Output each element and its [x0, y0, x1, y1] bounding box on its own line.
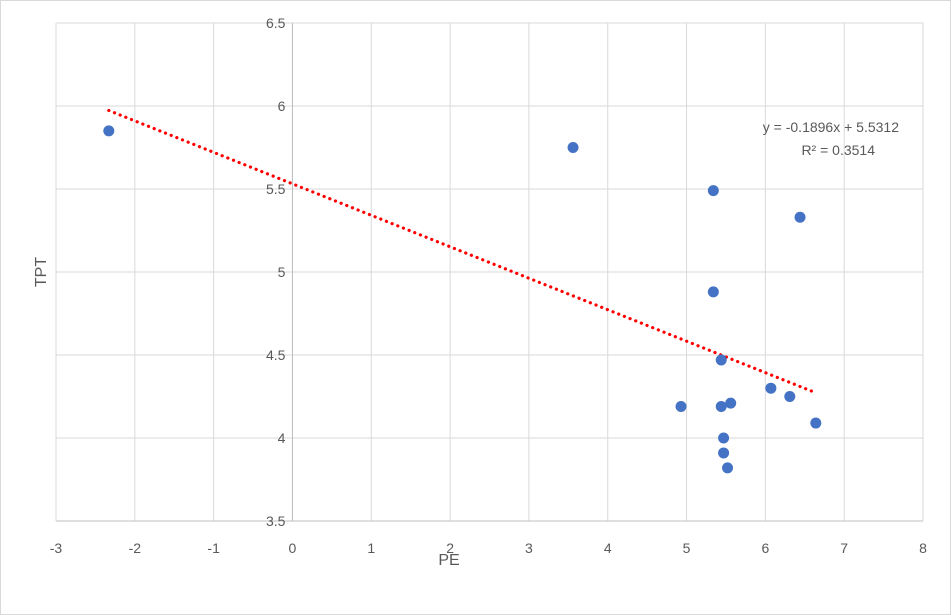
trendline-r-squared: R² = 0.3514	[801, 142, 875, 158]
tick-labels: -3 -2 -1 0 1 2 3 4 5 6 7 8 3.5 4 4.5 5 5.5 6 6.5	[50, 15, 927, 556]
y-tick-label: 6.5	[266, 15, 286, 31]
x-tick-label: 1	[367, 540, 375, 556]
data-point	[567, 142, 579, 153]
x-tick-label: -1	[207, 540, 220, 556]
x-tick-label: 6	[761, 540, 769, 556]
data-point	[103, 125, 115, 137]
trendline-equation: y = -0.1896x + 5.5312	[763, 119, 899, 135]
gridlines	[55, 22, 924, 522]
data-point	[707, 185, 719, 197]
trendline-layer	[107, 108, 818, 395]
x-tick-label: 5	[683, 540, 691, 556]
data-point	[675, 400, 687, 412]
y-tick-label: 4	[278, 430, 286, 446]
y-tick-label: 5.5	[266, 181, 286, 197]
x-tick-label: -2	[129, 540, 142, 556]
data-point	[725, 397, 737, 409]
x-tick-label: 3	[525, 540, 533, 556]
x-axis-title: PE	[438, 552, 459, 569]
data-point	[794, 211, 806, 223]
y-tick-label: 6	[278, 98, 286, 114]
trendline	[107, 108, 818, 395]
data-point	[784, 391, 796, 402]
x-tick-label: -3	[50, 540, 63, 556]
y-tick-label: 3.5	[266, 513, 286, 529]
x-tick-label: 8	[919, 540, 927, 556]
data-point	[722, 462, 734, 474]
data-point	[718, 447, 730, 459]
data-point	[810, 417, 822, 429]
x-tick-label: 0	[289, 540, 297, 556]
x-tick-label: 2	[446, 540, 454, 556]
data-point	[718, 432, 730, 444]
data-point	[715, 354, 727, 366]
data-point	[715, 400, 727, 412]
x-tick-label: 4	[604, 540, 612, 556]
y-tick-label: 4.5	[266, 347, 286, 363]
y-tick-label: 5	[278, 264, 286, 280]
data-point	[765, 382, 777, 394]
x-tick-label: 7	[840, 540, 848, 556]
y-axis-title: TPT	[33, 257, 50, 287]
data-point	[707, 286, 719, 298]
data-points	[103, 125, 822, 474]
